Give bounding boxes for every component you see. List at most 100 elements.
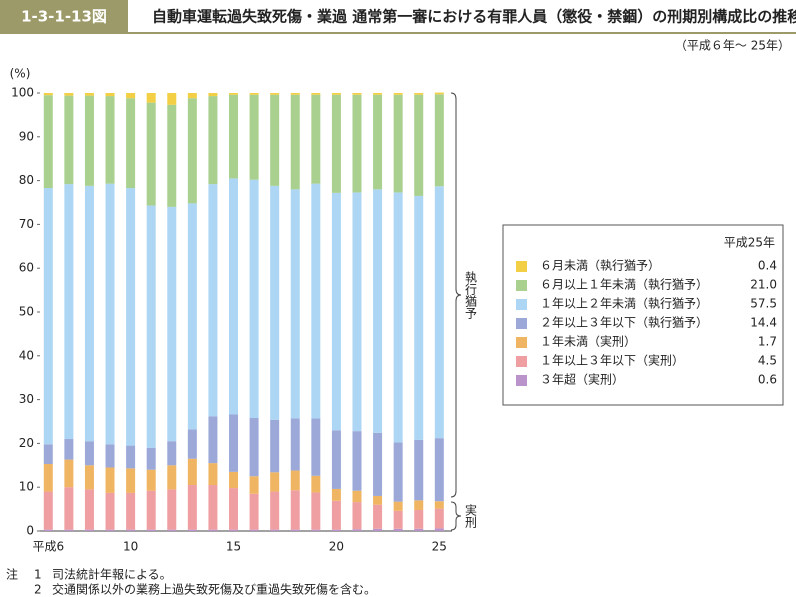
bracket [450,92,462,498]
x-tick-label: 10 [123,540,138,554]
bar-segment [105,93,115,97]
bar-segment [331,430,341,489]
bar-segment [270,185,280,420]
bar-segment [146,490,156,530]
bar-segment [126,93,136,99]
bar-segment [167,104,177,207]
legend-label: １年以上３年以下（実刑） [540,353,684,368]
bar-segment [311,492,321,530]
y-tick-label: 90 [19,129,34,143]
legend-swatch [516,356,527,367]
note-number: 2 [34,583,42,597]
bar-segment [208,96,218,185]
bar-segment [434,94,444,187]
bar-segment [270,93,280,95]
bar-segment [167,489,177,530]
bar-segment [352,529,362,531]
bar-segment [414,509,424,529]
bar-segment [373,93,383,95]
legend-swatch [516,261,527,272]
bar-segment [126,98,136,189]
bar-segment [146,447,156,470]
bar-segment [270,529,280,531]
legend-value: 21.0 [750,278,777,292]
bar-segment [393,93,403,95]
legend-swatch [516,318,527,329]
note-text: 司法統計年報による。 [52,567,172,582]
bar-segment [208,529,218,531]
bar-segment [187,458,197,486]
bar-segment [64,95,74,185]
legend-value: 0.4 [758,259,777,273]
bar-segment [434,528,444,531]
bar-segment [105,444,115,468]
bar-segment [229,529,239,531]
bar-segment [434,92,444,95]
y-tick-label: 80 [19,173,34,187]
bar-segment [290,490,300,530]
bar-segment [187,529,197,531]
bar-segment [352,94,362,193]
annotation: 執行猶予 [464,271,478,319]
legend-label: １年以上２年未満（執行猶予） [540,297,708,311]
bar-segment [331,93,341,95]
notes-label: 注 [6,567,18,582]
bar-segment [249,94,259,180]
bar-segment [311,529,321,531]
x-tick-label: 25 [432,540,447,554]
bar-segment [146,93,156,103]
bar-segment [229,93,239,95]
bar-segment [331,488,341,501]
legend-value: 4.5 [758,354,777,368]
bar-segment [270,491,280,530]
bar-segment [126,492,136,530]
bar-segment [208,184,218,417]
bar-segment [126,188,136,446]
y-tick-label: 70 [19,217,34,231]
bar-segment [393,442,403,502]
bar-segment [84,93,94,96]
legend-label: ３年超（実刑） [540,372,624,387]
bar-segment [290,93,300,95]
bar-segment [84,185,94,442]
bar-segment [352,490,362,503]
bar-segment [311,418,321,476]
bar-segment [414,195,424,440]
bar-segment [352,431,362,491]
bar-segment [229,414,239,472]
bar-segment [229,488,239,530]
bar-segment [84,441,94,466]
bar-segment [311,183,321,419]
bar-segment [84,95,94,186]
bar-segment [414,500,424,510]
bar-segment [43,95,53,189]
x-tick-label: 15 [226,540,241,554]
bar-segment [64,459,74,488]
bar-segment [64,487,74,530]
bar-segment [249,417,259,477]
bar-segment [434,508,444,529]
legend-value: 14.4 [750,316,777,330]
bar-segment [43,463,53,492]
legend-label: １年未満（実刑） [540,334,636,349]
bar-segment [146,529,156,531]
y-tick-label: 20 [19,436,34,450]
legend-box [502,224,784,406]
bar-segment [331,192,341,431]
bar-segment [249,529,259,531]
bar-segment [331,94,341,193]
x-tick-label: 平成6 [32,540,64,554]
bar-segment [249,476,259,494]
bar-segment [64,529,74,531]
y-tick-label: 0 [26,524,34,538]
legend-label: ２年以上３年以下（執行猶予） [540,316,708,330]
bar-segment [167,441,177,466]
legend-title: 平成25年 [724,236,775,250]
bar-segment [249,493,259,530]
bar-segment [146,469,156,491]
bar-segment [393,192,403,443]
note-number: 1 [34,568,42,582]
bar-segment [167,529,177,531]
subtitle: （平成６年～ 25年） [675,39,790,53]
